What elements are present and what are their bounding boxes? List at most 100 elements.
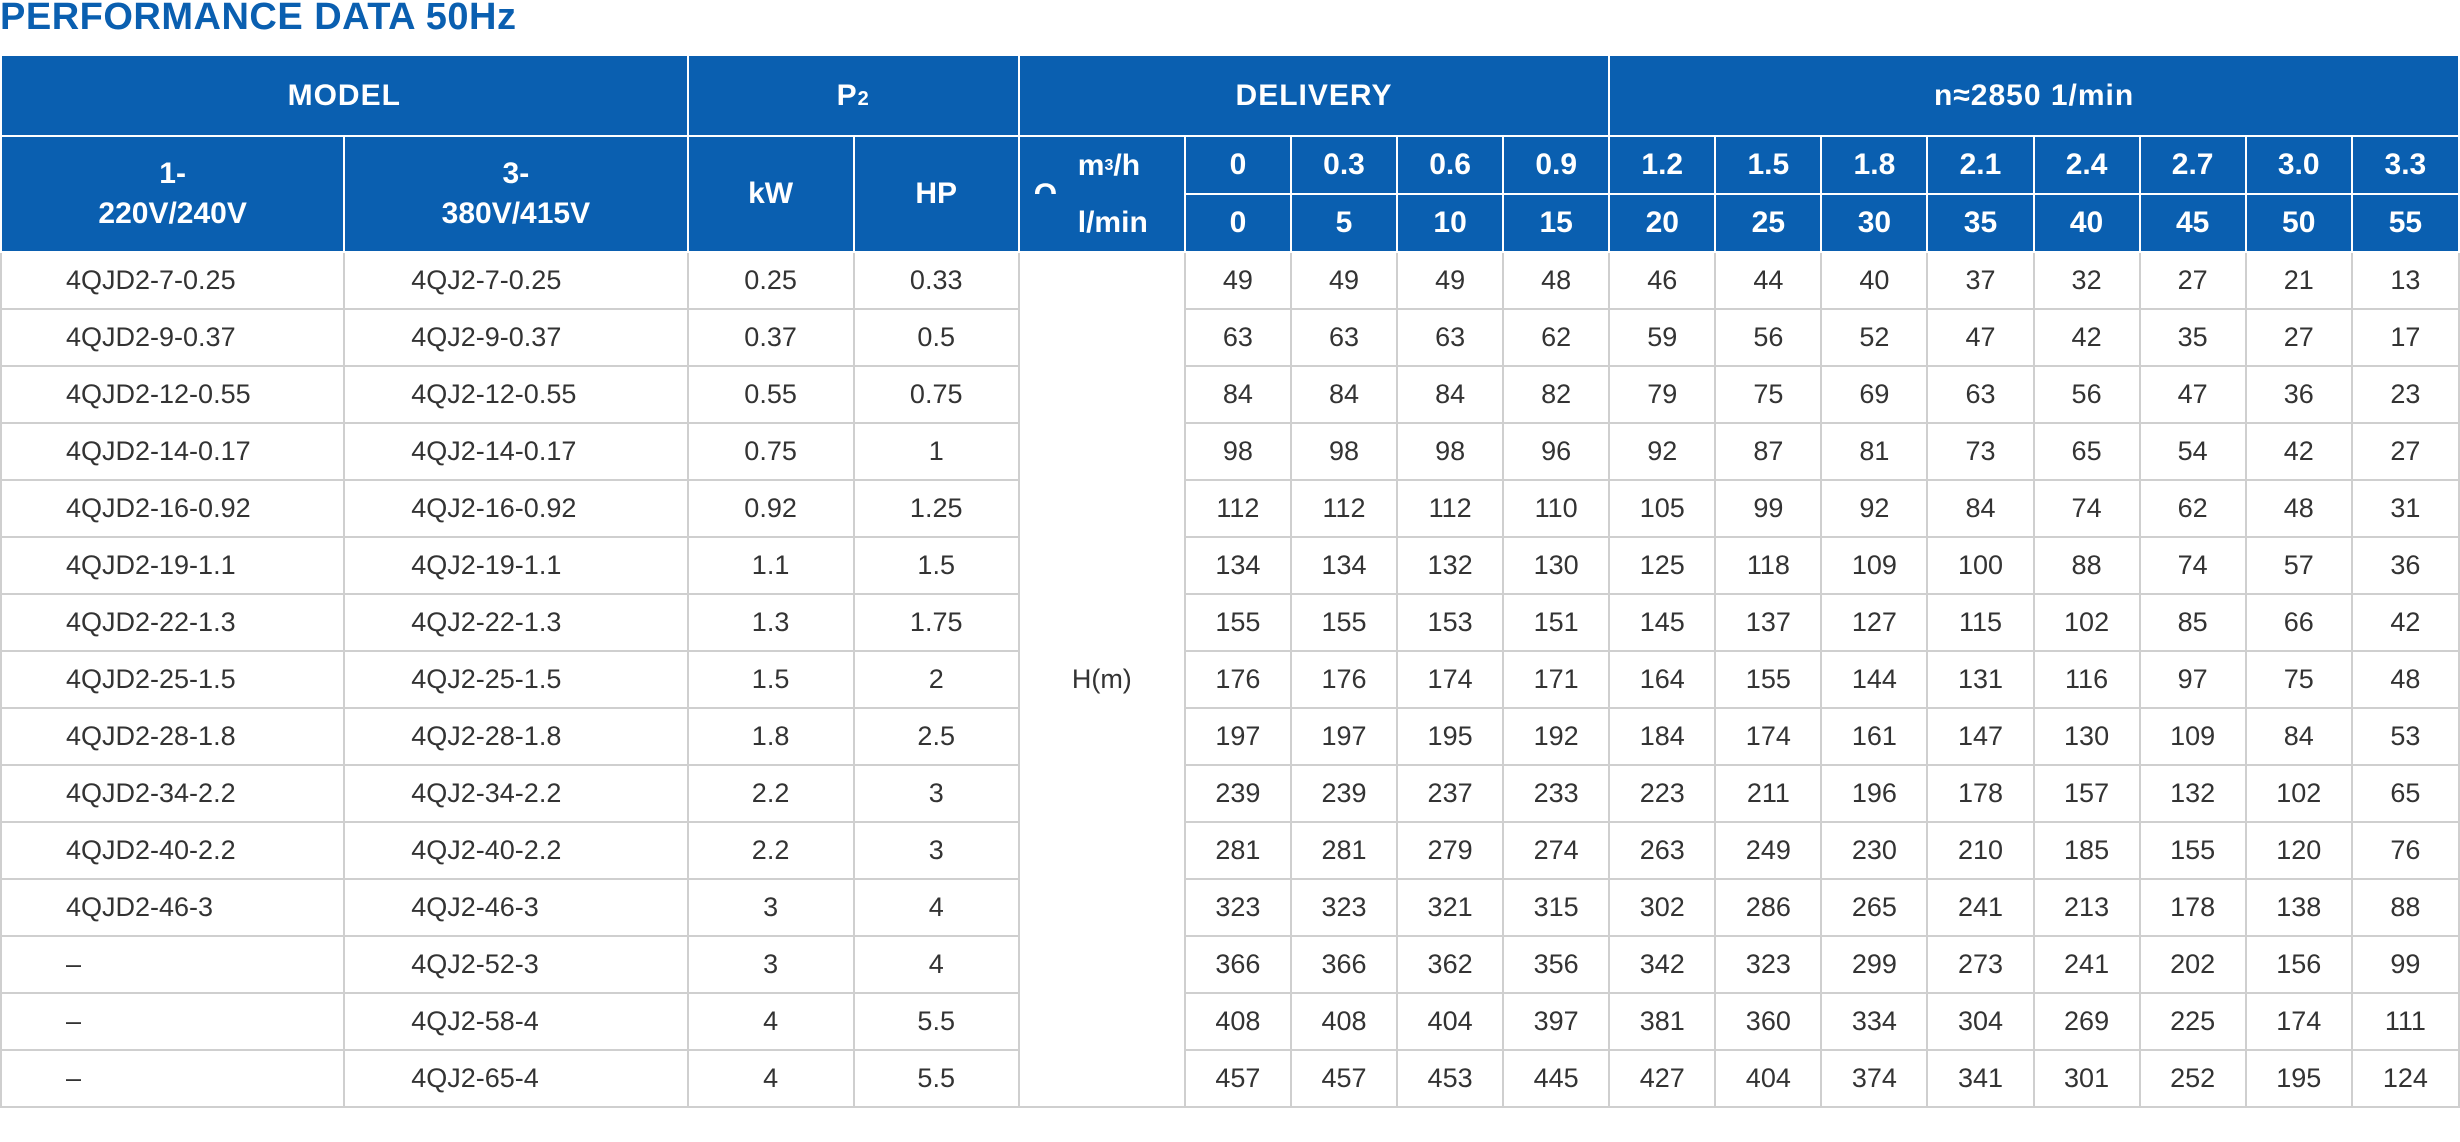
- kw-cell: 1.3: [686, 593, 855, 652]
- three-phase-model-cell: 4QJ2-22-1.3: [343, 593, 689, 652]
- head-value-cell: 130: [2032, 707, 2141, 766]
- head-value-cell: 144: [1820, 650, 1929, 709]
- head-value-cell: 84: [1926, 479, 2035, 538]
- flow-lmin-cell: 40: [2032, 193, 2141, 253]
- head-value-cell: 73: [1926, 422, 2035, 481]
- head-value-cell: 239: [1183, 764, 1292, 823]
- head-value-cell: 197: [1289, 707, 1399, 766]
- single-phase-model-cell: 4QJD2-34-2.2: [0, 764, 346, 823]
- head-value-cell: 362: [1396, 935, 1505, 994]
- kw-cell: 1.1: [686, 536, 855, 595]
- head-value-cell: 56: [1714, 308, 1823, 367]
- head-value-cell: 178: [1926, 764, 2035, 823]
- head-value-cell: 96: [1502, 422, 1611, 481]
- head-value-cell: 115: [1926, 593, 2035, 652]
- kw-header: kW: [686, 135, 855, 253]
- head-value-cell: 46: [1608, 251, 1717, 310]
- single-phase-model-cell: 4QJD2-46-3: [0, 878, 346, 937]
- head-value-cell: 109: [1820, 536, 1929, 595]
- head-value-cell: 47: [2138, 365, 2247, 424]
- head-value-cell: 137: [1714, 593, 1823, 652]
- hp-cell: 0.5: [852, 308, 1020, 367]
- single-phase-model-cell: 4QJD2-22-1.3: [0, 593, 346, 652]
- head-value-cell: 427: [1608, 1049, 1717, 1108]
- hp-cell: 3: [852, 764, 1020, 823]
- single-phase-model-cell: 4QJD2-16-0.92: [0, 479, 346, 538]
- head-value-cell: 116: [2032, 650, 2141, 709]
- head-value-cell: 118: [1714, 536, 1823, 595]
- head-value-cell: 356: [1502, 935, 1611, 994]
- three-phase-model-cell: 4QJ2-28-1.8: [343, 707, 689, 766]
- head-value-cell: 360: [1714, 992, 1823, 1051]
- table-row: –4QJ2-65-4 4 5.5 457 457 453 445 427 404 374 341 30…: [0, 1049, 2460, 1108]
- head-value-cell: 195: [2244, 1049, 2353, 1108]
- header-row-m3h: 1- 220V/240V 3- 380V/415V kW HP Q m3/h 0…: [0, 135, 2460, 253]
- head-value-cell: 178: [2138, 878, 2247, 937]
- hp-cell: 1: [852, 422, 1020, 481]
- head-value-cell: 63: [1926, 365, 2035, 424]
- three-phase-model-cell: 4QJ2-19-1.1: [343, 536, 689, 595]
- head-value-cell: 125: [1608, 536, 1717, 595]
- single-phase-model-cell: –: [0, 992, 346, 1051]
- head-value-cell: 445: [1502, 1049, 1611, 1108]
- head-value-cell: 48: [1502, 251, 1611, 310]
- flow-m3h-cell: 1.5: [1714, 135, 1823, 195]
- head-value-cell: 42: [2350, 593, 2460, 652]
- p2-header: P2: [686, 54, 1020, 137]
- flow-m3h-cell: 0.6: [1396, 135, 1505, 195]
- head-value-cell: 36: [2244, 365, 2353, 424]
- head-value-cell: 381: [1608, 992, 1717, 1051]
- flow-lmin-cell: 5: [1289, 193, 1399, 253]
- head-value-cell: 52: [1820, 308, 1929, 367]
- unit-m3h-tail: /h: [1113, 148, 1141, 182]
- head-value-cell: 120: [2244, 821, 2353, 880]
- head-value-cell: 334: [1820, 992, 1929, 1051]
- header-row-lmin: l/min 0 5 10 15 20 25 30 35 40 45 50 55: [1, 193, 2460, 253]
- head-value-cell: 59: [1608, 308, 1717, 367]
- head-value-cell: 274: [1502, 821, 1611, 880]
- head-value-cell: 21: [2244, 251, 2353, 310]
- page-title: PERFORMANCE DATA 50Hz: [0, 0, 517, 38]
- head-value-cell: 279: [1396, 821, 1505, 880]
- three-phase-model-header: 3- 380V/415V: [343, 135, 689, 253]
- head-value-cell: 49: [1183, 251, 1292, 310]
- head-value-cell: 161: [1820, 707, 1929, 766]
- p2-subscript: 2: [857, 87, 870, 110]
- head-value-cell: 147: [1926, 707, 2035, 766]
- hp-cell: 1.5: [852, 536, 1020, 595]
- head-value-cell: 184: [1608, 707, 1717, 766]
- head-value-cell: 342: [1608, 935, 1717, 994]
- performance-table: MODEL P2 DELIVERY n≈2850 1/min 1- 220V/2…: [0, 54, 2460, 1108]
- head-value-cell: 457: [1183, 1049, 1292, 1108]
- head-value-cell: 323: [1183, 878, 1292, 937]
- head-value-cell: 157: [2032, 764, 2141, 823]
- head-value-cell: 131: [1926, 650, 2035, 709]
- kw-cell: 3: [686, 935, 855, 994]
- head-value-cell: 185: [2032, 821, 2141, 880]
- head-value-cell: 97: [2138, 650, 2247, 709]
- head-value-cell: 408: [1289, 992, 1399, 1051]
- head-value-cell: 156: [2244, 935, 2353, 994]
- head-value-cell: 112: [1289, 479, 1399, 538]
- head-value-cell: 323: [1714, 935, 1823, 994]
- table-row: 4QJD2-14-0.17 4QJ2-14-0.17 0.75 1 98 98 98 96 92…: [0, 422, 2460, 481]
- head-value-cell: 138: [2244, 878, 2353, 937]
- head-value-cell: 42: [2244, 422, 2353, 481]
- head-value-cell: 109: [2138, 707, 2247, 766]
- flow-lmin-cell: 55: [2350, 193, 2460, 253]
- head-value-cell: 48: [2350, 650, 2460, 709]
- head-value-cell: 84: [1396, 365, 1505, 424]
- table-row: 4QJD2-16-0.92 4QJ2-16-0.92 0.92 1.25 112 112 1…: [0, 479, 2460, 538]
- single-phase-line2: 220V/240V: [98, 197, 247, 230]
- table-row: –4QJ2-58-4 4 5.5 408 408 404 397 381 360 334 304 26…: [0, 992, 2460, 1051]
- head-value-cell: 92: [1608, 422, 1717, 481]
- head-value-cell: 230: [1820, 821, 1929, 880]
- three-phase-model-cell: 4QJ2-65-4: [343, 1049, 689, 1108]
- head-value-cell: 81: [1820, 422, 1929, 481]
- head-value-cell: 27: [2244, 308, 2353, 367]
- flow-lmin-cell: 0: [1183, 193, 1292, 253]
- head-value-cell: 453: [1396, 1049, 1505, 1108]
- head-value-cell: 98: [1183, 422, 1292, 481]
- single-phase-model-cell: 4QJD2-14-0.17: [0, 422, 346, 481]
- head-value-cell: 127: [1820, 593, 1929, 652]
